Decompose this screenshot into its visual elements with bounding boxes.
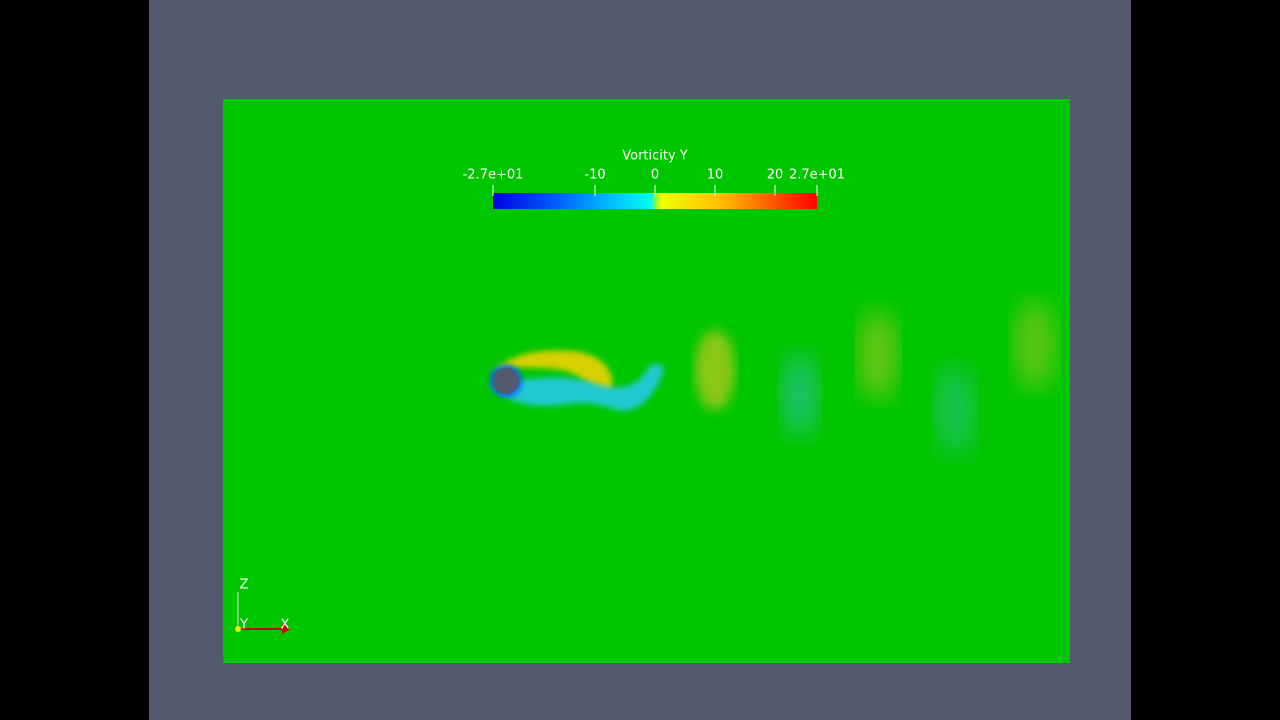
axes-triad: Z Y X [235,578,290,634]
x-label: X [281,618,290,633]
vortex [935,365,975,455]
vortex [695,330,735,410]
colorbar-tick-label: 0 [651,168,659,183]
colorbar-tick-label: 20 [767,168,784,183]
vortex [495,364,664,411]
colorbar-title: Vorticity Y [622,149,688,164]
colorbar-tick-label: -10 [584,168,605,183]
cylinder [493,368,519,394]
vortex-wake [490,300,1057,455]
vortex [782,353,818,437]
vortex [858,310,898,400]
colorbar-tick-label: 10 [707,168,724,183]
y-axis [235,626,241,632]
vortex [492,350,613,394]
colorbar-gradient [493,193,817,209]
x-arrow [282,624,290,634]
colorbar: Vorticity Y -2.7e+01 -10 0 10 20 2.7e+01 [463,149,845,209]
colorbar-tick-label: 2.7e+01 [789,168,845,183]
z-label: Z [240,578,249,593]
vortex [1013,300,1057,390]
colorbar-tick-label: -2.7e+01 [463,168,524,183]
y-label: Y [239,618,248,633]
